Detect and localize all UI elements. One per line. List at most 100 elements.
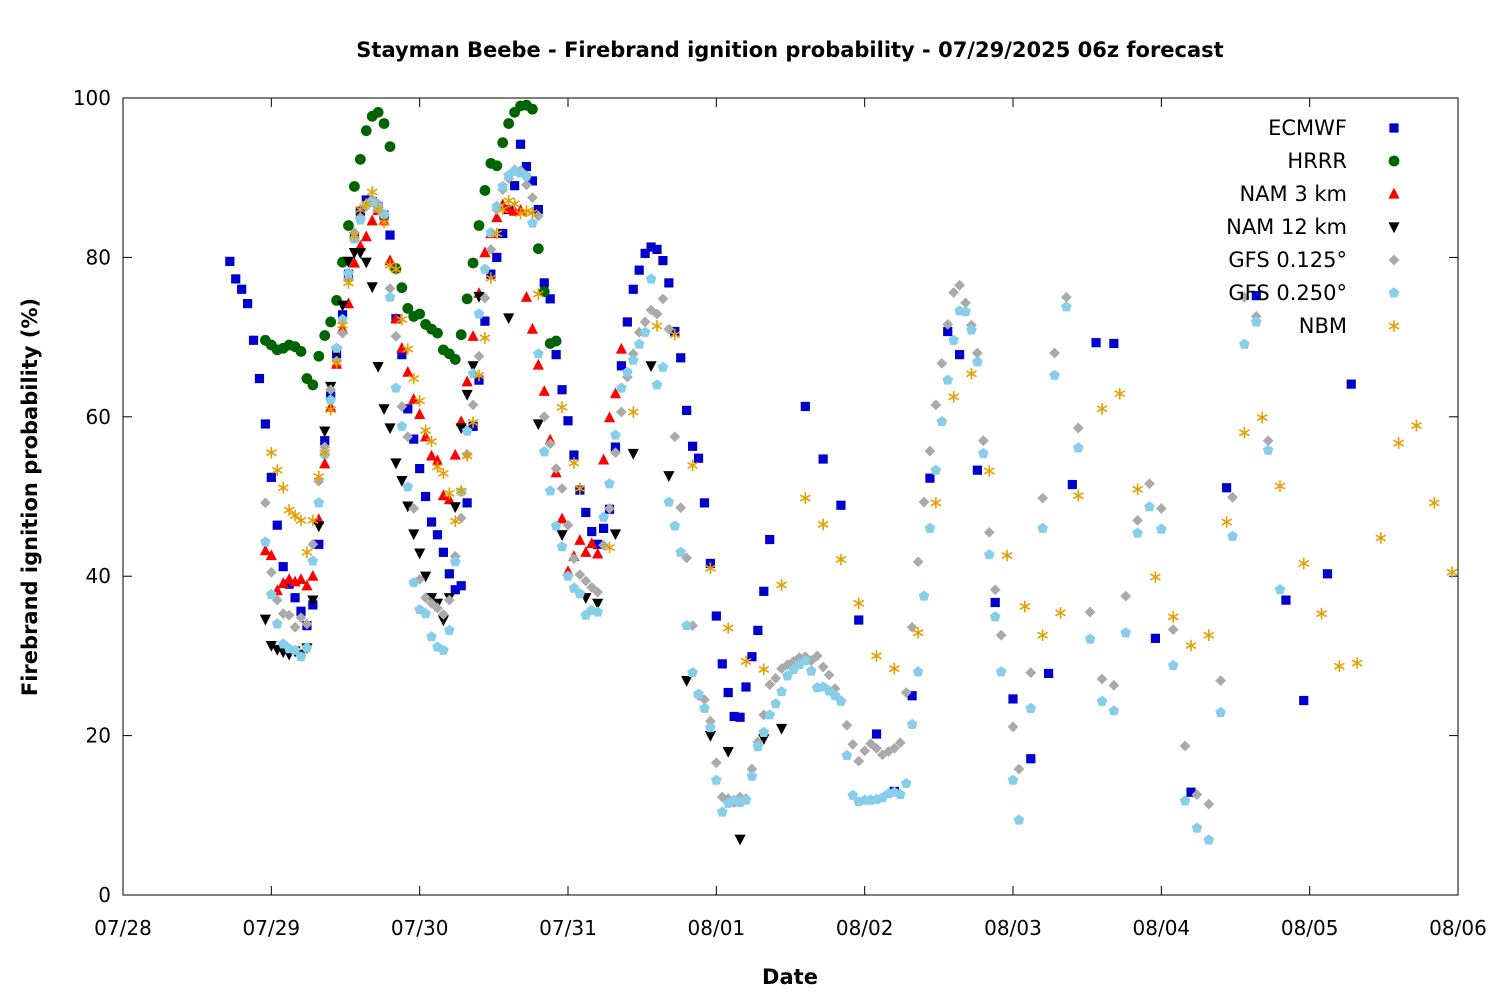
data-point	[473, 291, 485, 303]
data-point	[741, 682, 751, 692]
data-point	[336, 300, 349, 312]
data-point	[930, 399, 942, 411]
x-tick-label: 08/03	[984, 916, 1042, 940]
data-point	[479, 246, 491, 258]
data-point	[349, 181, 360, 192]
data-point	[461, 375, 473, 387]
data-point	[1298, 557, 1310, 570]
data-point	[449, 448, 461, 460]
data-point	[1055, 607, 1066, 619]
data-point	[437, 467, 449, 480]
data-point	[776, 723, 788, 735]
data-point	[942, 374, 954, 385]
data-point	[912, 556, 924, 568]
data-point	[734, 834, 746, 846]
series-hrrr	[260, 99, 562, 391]
data-point	[936, 415, 948, 427]
data-point	[663, 323, 675, 335]
data-point	[569, 450, 579, 460]
data-point	[527, 176, 537, 186]
data-point	[693, 453, 704, 463]
data-point	[544, 438, 556, 450]
data-point	[1346, 379, 1356, 389]
data-point	[515, 207, 526, 220]
data-point	[1114, 387, 1126, 400]
data-point	[492, 252, 502, 262]
data-point	[348, 230, 360, 242]
data-point	[307, 538, 319, 550]
data-point	[776, 686, 787, 697]
plot-area	[122, 97, 1459, 896]
data-point	[426, 597, 437, 609]
data-point	[1227, 491, 1238, 503]
data-point	[1239, 338, 1250, 349]
data-point	[343, 277, 354, 289]
data-point	[491, 211, 503, 223]
data-point	[343, 267, 354, 278]
data-point	[835, 553, 847, 566]
legend-marker-nam-3-km	[1388, 187, 1400, 199]
data-point	[711, 774, 722, 785]
data-point	[972, 465, 982, 475]
data-point	[360, 125, 372, 137]
legend-marker-gfs-0-125	[1388, 254, 1400, 266]
data-point	[277, 481, 289, 494]
data-point	[1132, 515, 1143, 526]
data-point	[746, 763, 758, 775]
data-point	[581, 507, 591, 518]
data-point	[652, 244, 662, 255]
data-point	[319, 457, 331, 469]
data-point	[497, 180, 509, 191]
data-point	[871, 729, 882, 739]
data-point	[473, 308, 485, 319]
legend-label-nam-12-km: NAM 12 km	[1226, 215, 1347, 239]
axis-ticks: 07/28 07/29 07/30 07/31 08/01 08/02 08/03 08/04…	[73, 86, 1487, 940]
data-point	[948, 391, 960, 403]
data-point	[385, 230, 395, 240]
data-point	[265, 446, 277, 459]
data-point	[592, 547, 604, 559]
data-point	[290, 593, 300, 603]
data-point	[972, 356, 983, 367]
data-point	[663, 496, 675, 507]
data-point	[295, 651, 307, 662]
data-point	[894, 737, 906, 749]
data-point	[265, 566, 277, 578]
data-point	[717, 659, 727, 669]
data-point	[1084, 606, 1096, 618]
data-point	[682, 405, 692, 416]
data-point	[888, 662, 900, 675]
data-point	[639, 326, 651, 337]
data-point	[1185, 639, 1197, 652]
data-point	[747, 652, 757, 662]
data-point	[319, 446, 331, 459]
data-point	[1108, 679, 1120, 691]
data-point	[378, 216, 390, 229]
data-point	[396, 475, 408, 487]
data-point	[378, 404, 390, 416]
data-point	[978, 447, 989, 458]
data-point	[343, 220, 354, 231]
data-point	[676, 353, 686, 363]
data-point	[1109, 338, 1119, 349]
data-point	[551, 350, 561, 360]
data-point	[759, 586, 769, 596]
data-point	[1428, 497, 1440, 509]
data-point	[337, 319, 348, 331]
data-point	[420, 592, 431, 604]
data-point	[390, 263, 402, 276]
data-point	[538, 411, 550, 423]
data-point	[989, 584, 1001, 596]
data-point	[633, 338, 645, 349]
data-point	[835, 695, 847, 706]
data-point	[421, 491, 431, 502]
data-point	[1149, 571, 1161, 583]
data-point	[634, 265, 644, 275]
data-point	[829, 690, 841, 701]
data-point	[313, 497, 325, 508]
data-point	[307, 555, 319, 566]
data-point	[521, 170, 532, 181]
data-point	[456, 581, 466, 591]
data-point	[1256, 411, 1268, 424]
data-point	[372, 106, 384, 118]
